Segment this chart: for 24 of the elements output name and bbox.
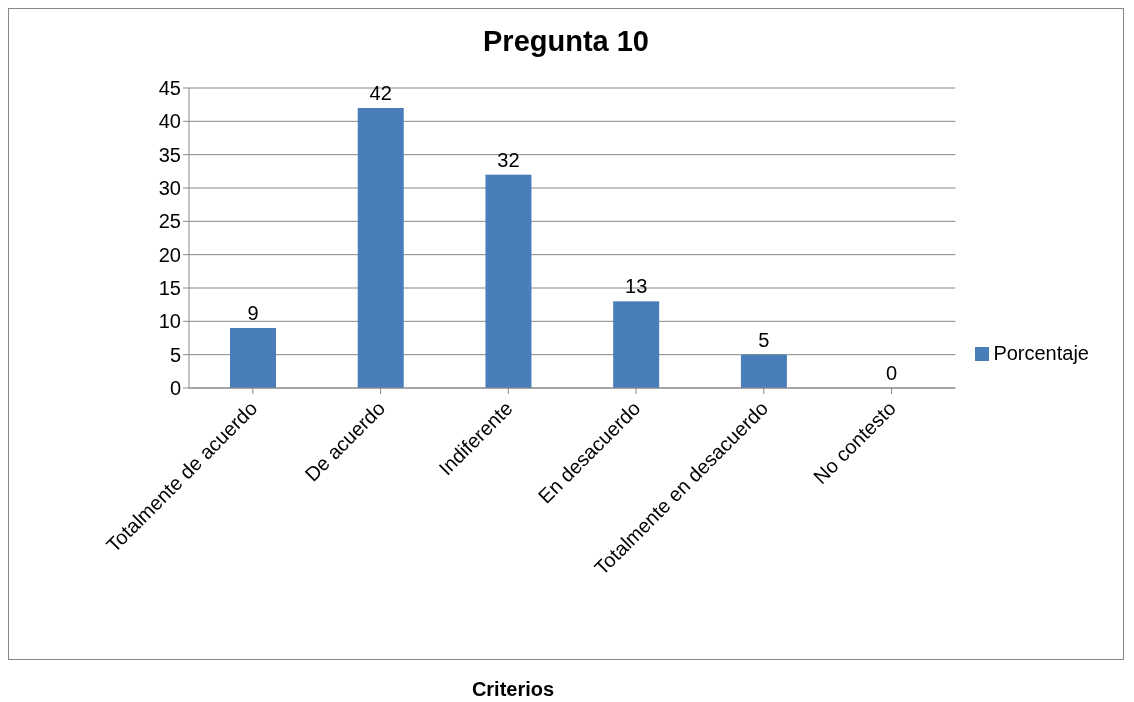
y-tick-label: 0 — [169, 377, 181, 400]
bar — [740, 354, 787, 388]
x-axis-title: Criterios — [470, 678, 556, 701]
data-label: 5 — [758, 328, 770, 351]
y-tick-label: 25 — [158, 210, 181, 233]
bar — [485, 174, 532, 388]
data-label: 42 — [369, 82, 392, 104]
y-tick-label: 15 — [158, 277, 181, 300]
y-tick-label: 5 — [169, 343, 181, 366]
y-tick-label: 35 — [158, 143, 181, 166]
y-tick-label: 40 — [158, 110, 181, 133]
legend-label: Porcentaje — [993, 341, 1089, 364]
y-tick-label: 10 — [158, 310, 181, 333]
bar — [613, 301, 660, 388]
data-label: 0 — [886, 362, 898, 384]
data-label: 13 — [625, 275, 648, 298]
y-tick-label: 30 — [158, 177, 181, 200]
bar — [230, 328, 276, 388]
data-label: 9 — [247, 302, 259, 324]
y-tick-label: 20 — [158, 243, 181, 266]
data-label: 32 — [497, 148, 520, 171]
y-tick-label: 45 — [158, 77, 181, 100]
chart-title: Pregunta 10 — [482, 25, 650, 58]
bar — [357, 108, 404, 388]
